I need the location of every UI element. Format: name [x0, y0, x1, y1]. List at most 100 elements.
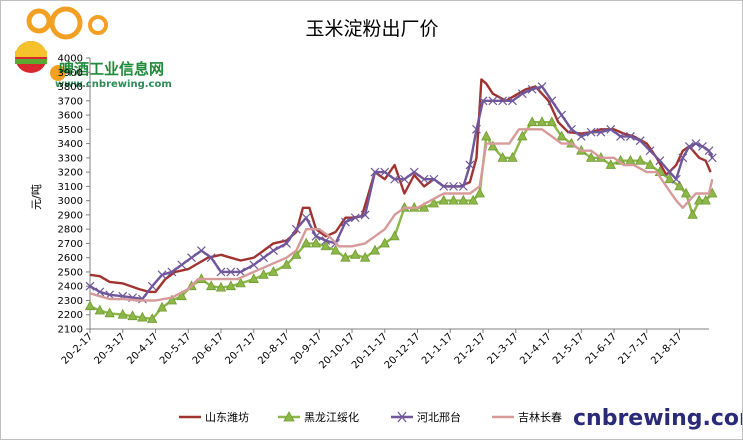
x-tick-label: 21-8-17: [649, 331, 684, 366]
data-point: [655, 156, 665, 166]
data-point: [586, 127, 596, 137]
data-point: [497, 151, 508, 162]
data-point: [225, 280, 236, 291]
data-point: [389, 230, 400, 241]
data-point: [707, 153, 717, 163]
chart-title: 玉米淀粉出厂价: [305, 18, 438, 40]
data-point: [281, 258, 292, 269]
x-tick-label: 20-8-17: [256, 331, 291, 366]
legend-item-jilin: 吉林长春: [492, 410, 562, 424]
data-point: [321, 236, 331, 245]
y-tick-label: 2500: [58, 267, 83, 278]
legend-item-shandong: 山东潍坊: [179, 410, 249, 424]
data-point: [527, 84, 537, 94]
data-point: [458, 194, 469, 205]
x-tick-label: 20-5-17: [158, 331, 193, 366]
data-point: [517, 130, 528, 141]
data-point: [310, 237, 322, 248]
x-tick-label: 21-2-17: [453, 331, 488, 366]
data-point: [644, 159, 656, 169]
data-point: [474, 187, 485, 198]
data-point: [428, 197, 440, 208]
data-point: [94, 304, 105, 315]
data-point: [684, 142, 694, 151]
series-河北邢台: [85, 82, 717, 304]
data-point: [481, 130, 492, 141]
plot-area: [84, 78, 718, 323]
series-line: [89, 128, 714, 302]
y-tick-label: 2900: [58, 210, 83, 221]
data-point: [517, 89, 527, 99]
data-point: [137, 294, 147, 304]
data-point: [300, 237, 312, 248]
data-point: [379, 237, 390, 248]
y-tick-label: 2400: [58, 282, 83, 293]
data-point: [350, 248, 361, 259]
data-point: [215, 281, 227, 292]
data-point: [248, 273, 259, 283]
x-tick-label: 21-4-17: [518, 331, 553, 366]
data-point: [340, 251, 351, 262]
data-point: [671, 174, 681, 184]
data-point: [625, 132, 635, 141]
data-point: [547, 96, 557, 106]
legend-item-hebei: 河北邢台: [391, 410, 461, 424]
data-point: [390, 174, 400, 184]
data-point: [268, 266, 279, 276]
data-point: [526, 116, 538, 127]
data-point: [282, 238, 291, 248]
x-tick-label: 20-6-17: [191, 331, 226, 366]
data-point: [409, 167, 419, 177]
y-tick-label: 3000: [58, 196, 83, 207]
y-tick-label: 3800: [58, 82, 83, 93]
series-line: [89, 121, 714, 321]
legend-label: 河北邢台: [417, 410, 461, 424]
data-point: [137, 311, 148, 322]
y-tick-label: 2700: [58, 239, 83, 250]
data-point: [341, 217, 350, 227]
data-point: [249, 260, 259, 270]
legend-label: 黑龙江绥化: [304, 410, 359, 424]
data-point: [678, 153, 688, 163]
data-point: [700, 194, 711, 205]
data-point: [216, 267, 226, 277]
data-point: [585, 151, 597, 162]
data-point: [258, 268, 269, 279]
legend: 山东潍坊 黑龙江绥化 河北邢台 吉林长春: [179, 410, 562, 424]
brand-watermark: cnbrewing.com: [573, 406, 742, 431]
y-tick-label: 3300: [58, 153, 83, 164]
data-point: [350, 213, 360, 223]
data-point: [596, 127, 606, 137]
data-point: [449, 181, 458, 191]
data-point: [369, 244, 381, 255]
series-line: [89, 78, 712, 294]
data-point: [206, 280, 217, 291]
data-point: [698, 142, 707, 151]
data-point: [429, 174, 439, 184]
legend-label: 吉林长春: [518, 410, 562, 424]
data-point: [291, 224, 301, 234]
data-point: [616, 132, 625, 141]
y-tick-label: 3900: [58, 68, 83, 79]
data-point: [104, 307, 115, 318]
data-point: [187, 253, 196, 263]
x-tick-label: 20-12-17: [383, 331, 423, 371]
y-tick-label: 3200: [58, 168, 83, 179]
data-point: [546, 116, 557, 127]
data-point: [419, 174, 429, 184]
data-point: [236, 267, 246, 277]
data-point: [156, 301, 168, 312]
data-point: [687, 209, 698, 219]
y-tick-label: 2800: [58, 225, 83, 236]
data-point: [85, 281, 95, 291]
data-point: [680, 187, 692, 198]
series-黑龙江绥化: [84, 116, 718, 323]
data-point: [664, 173, 675, 184]
data-point: [691, 139, 701, 149]
data-point: [556, 130, 567, 141]
data-point: [536, 116, 548, 127]
y-tick-label: 4000: [58, 54, 83, 65]
data-point: [537, 82, 547, 91]
data-point: [468, 194, 479, 205]
